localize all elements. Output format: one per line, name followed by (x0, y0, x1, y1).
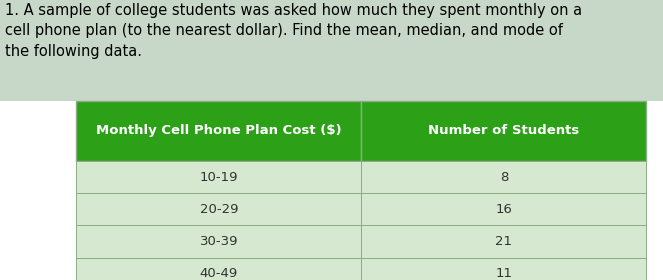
Bar (361, 161, 646, 193)
Bar (361, 225, 646, 258)
Bar (76, 258, 361, 280)
Bar (76, 161, 361, 193)
Text: 10-19: 10-19 (200, 171, 238, 184)
Text: 16: 16 (495, 203, 512, 216)
Text: 21: 21 (495, 235, 512, 248)
Text: 1. A sample of college students was asked how much they spent monthly on a
cell : 1. A sample of college students was aske… (5, 3, 582, 59)
Text: 40-49: 40-49 (200, 267, 238, 280)
Text: 20-29: 20-29 (200, 203, 238, 216)
Text: 8: 8 (500, 171, 508, 184)
Text: Monthly Cell Phone Plan Cost ($): Monthly Cell Phone Plan Cost ($) (96, 124, 341, 137)
Bar (361, 193, 646, 225)
Bar (361, 258, 646, 280)
Text: 11: 11 (495, 267, 512, 280)
Bar (76, 101, 361, 161)
Bar (0, 0, 663, 101)
Bar (76, 193, 361, 225)
Text: Number of Students: Number of Students (428, 124, 579, 137)
Bar (76, 225, 361, 258)
Bar (361, 101, 646, 161)
Text: 30-39: 30-39 (200, 235, 238, 248)
